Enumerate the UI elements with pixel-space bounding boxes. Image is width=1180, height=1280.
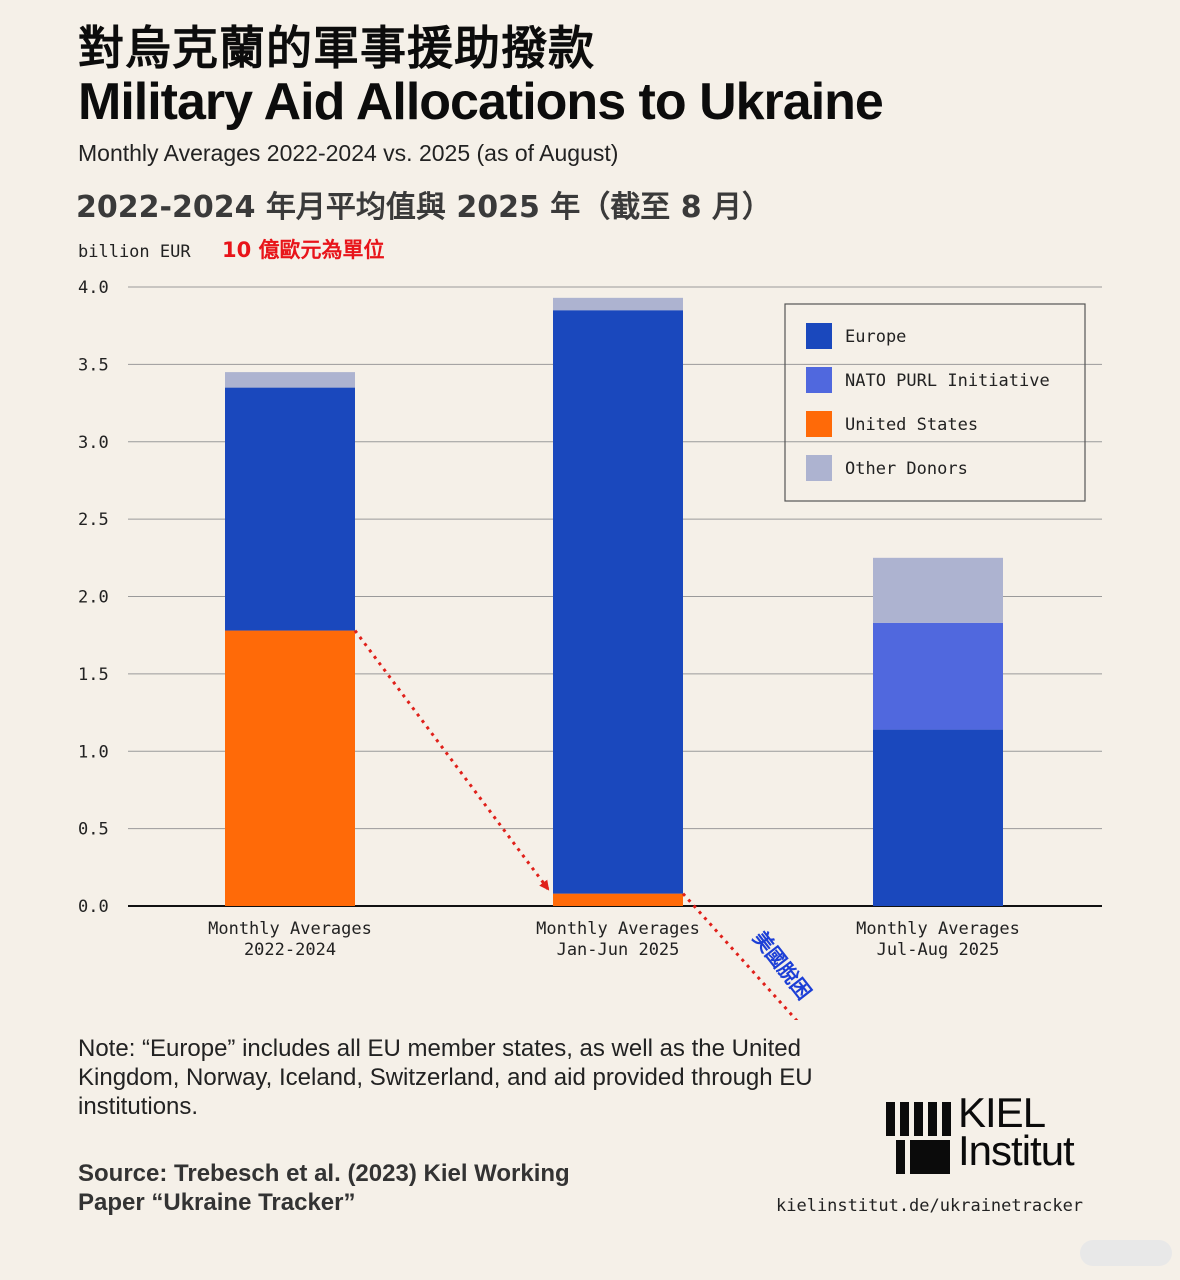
y-tick-label: 0.5 <box>78 820 109 840</box>
tracker-url[interactable]: kielinstitut.de/ukrainetracker <box>776 1196 1084 1216</box>
y-tick-label: 2.5 <box>78 510 109 530</box>
y-tick-label: 0.0 <box>78 897 109 917</box>
title-english: Military Aid Allocations to Ukraine <box>78 73 884 131</box>
y-tick-label: 1.5 <box>78 665 109 685</box>
legend-entry: Other Donors <box>845 459 968 479</box>
x-tick-label: Jan-Jun 2025 <box>557 940 680 960</box>
x-tick-label: Jul-Aug 2025 <box>877 940 1000 960</box>
subtitle-chinese: 2022-2024 年月平均值與 2025 年（截至 8 月） <box>76 190 773 225</box>
bar-segment-united-states <box>225 630 355 906</box>
bar-segment-other-donors <box>553 297 683 311</box>
x-tick-label: 2022-2024 <box>244 940 336 960</box>
bar-segment-nato-purl-initiative <box>873 622 1003 730</box>
y-axis-label: billion EUR <box>78 242 191 262</box>
legend-entry: NATO PURL Initiative <box>845 371 1050 391</box>
logo-line-institut: Institut <box>958 1127 1075 1174</box>
subtitle-english: Monthly Averages 2022-2024 vs. 2025 (as … <box>78 140 619 166</box>
footnote: Note: “Europe” includes all EU member st… <box>78 1035 813 1120</box>
legend-swatch <box>806 367 832 393</box>
kiel-logo-wordmark: KIEL Institut <box>958 1089 1075 1174</box>
kiel-institut-logo: KIEL Institut <box>886 1092 1106 1178</box>
stacked-bar-chart: billion EUR 10 億歐元為單位 0.0 0.5 1.0 1.5 2.0 2.5… <box>78 238 1102 1020</box>
y-tick-label: 2.0 <box>78 588 109 608</box>
y-axis-ticks: 0.0 0.5 1.0 1.5 2.0 2.5 3.0 3.5 4.0 <box>78 278 109 917</box>
y-tick-label: 1.0 <box>78 742 109 762</box>
legend-swatch <box>806 411 832 437</box>
annotation-label: 美國脫困 <box>748 926 816 1004</box>
x-tick-label: Monthly Averages <box>536 919 700 939</box>
legend: Europe NATO PURL Initiative United States O… <box>784 303 1086 502</box>
y-axis-label-chinese: 10 億歐元為單位 <box>222 238 385 262</box>
bar-segment-other-donors <box>225 372 355 388</box>
bar-segment-europe <box>225 387 355 631</box>
image-strip-overlay <box>1080 1240 1172 1266</box>
x-tick-label: Monthly Averages <box>208 919 372 939</box>
annotation-arrow <box>681 892 799 1020</box>
legend-entry: Europe <box>845 327 906 347</box>
y-tick-label: 3.5 <box>78 355 109 375</box>
bar-segment-europe <box>553 310 683 894</box>
bars <box>225 297 1003 906</box>
title-chinese: 對烏克蘭的軍事援助撥款 <box>78 21 595 75</box>
legend-swatch <box>806 455 832 481</box>
bar-segment-united-states <box>553 893 683 906</box>
y-tick-label: 4.0 <box>78 278 109 298</box>
annotation-arrow <box>353 629 550 891</box>
logo-line-kiel: KIEL <box>958 1089 1046 1136</box>
x-tick-label: Monthly Averages <box>856 919 1020 939</box>
source-credit: Source: Trebesch et al. (2023) Kiel Work… <box>78 1160 570 1216</box>
y-tick-label: 3.0 <box>78 433 109 453</box>
legend-swatch <box>806 323 832 349</box>
bar-segment-europe <box>873 729 1003 906</box>
legend-entry: United States <box>845 415 978 435</box>
kiel-logo-mark-icon <box>886 1102 951 1174</box>
legend-box <box>784 303 1086 502</box>
bar-segment-other-donors <box>873 557 1003 623</box>
